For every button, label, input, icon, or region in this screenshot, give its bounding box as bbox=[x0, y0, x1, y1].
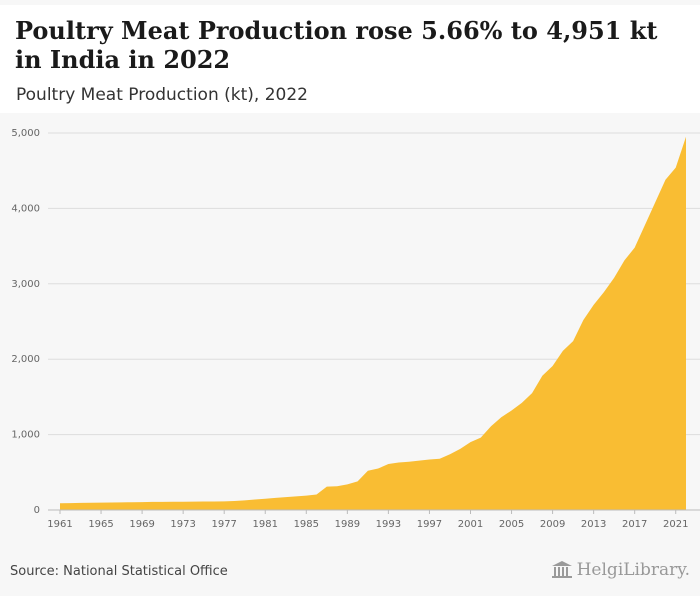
x-tick-label: 1993 bbox=[376, 519, 401, 530]
x-tick-label: 2001 bbox=[458, 519, 483, 530]
chart-area: 0 1,000 2,000 3,000 4,000 5,000 1961 1965 1969 1… bbox=[0, 113, 700, 550]
x-tick-label: 2005 bbox=[499, 519, 524, 530]
x-tick-label: 2021 bbox=[663, 519, 688, 530]
x-tick-label: 1989 bbox=[335, 519, 360, 530]
y-axis: 0 1,000 2,000 3,000 4,000 5,000 bbox=[11, 128, 40, 516]
x-axis: 1961 1965 1969 1973 1977 1981 1985 1989 1993 1997… bbox=[47, 509, 700, 530]
y-tick-label: 2,000 bbox=[11, 354, 40, 365]
x-tick-label: 1981 bbox=[253, 519, 278, 530]
y-tick-label: 4,000 bbox=[11, 203, 40, 214]
y-tick-label: 3,000 bbox=[11, 279, 40, 290]
x-tick-label: 2013 bbox=[581, 519, 606, 530]
y-tick-label: 0 bbox=[34, 505, 40, 516]
x-tick-label: 1997 bbox=[417, 519, 442, 530]
brand-text: HelgiLibrary. bbox=[576, 560, 690, 580]
y-tick-label: 5,000 bbox=[11, 128, 40, 139]
source-note: Source: National Statistical Office bbox=[10, 564, 228, 579]
x-tick-label: 1965 bbox=[88, 519, 113, 530]
chart-title: Poultry Meat Production rose 5.66% to 4,… bbox=[15, 16, 658, 74]
y-tick-label: 1,000 bbox=[11, 430, 40, 441]
x-tick-label: 2017 bbox=[622, 519, 647, 530]
top-strip bbox=[0, 0, 700, 5]
x-tick-label: 1973 bbox=[170, 519, 195, 530]
x-tick-label: 1985 bbox=[294, 519, 319, 530]
chart-header: Poultry Meat Production rose 5.66% to 4,… bbox=[0, 5, 700, 113]
x-tick-label: 2009 bbox=[540, 519, 565, 530]
chart-subtitle: Poultry Meat Production (kt), 2022 bbox=[16, 85, 308, 105]
x-tick-label: 1969 bbox=[129, 519, 154, 530]
area-series bbox=[60, 136, 686, 511]
x-tick-label: 1977 bbox=[211, 519, 236, 530]
x-tick-label: 1961 bbox=[47, 519, 72, 530]
production-area bbox=[60, 136, 686, 511]
chart-footer: Source: National Statistical Office Helg… bbox=[0, 550, 700, 596]
brand-logo[interactable]: HelgiLibrary. bbox=[551, 560, 690, 580]
library-icon bbox=[551, 561, 572, 578]
